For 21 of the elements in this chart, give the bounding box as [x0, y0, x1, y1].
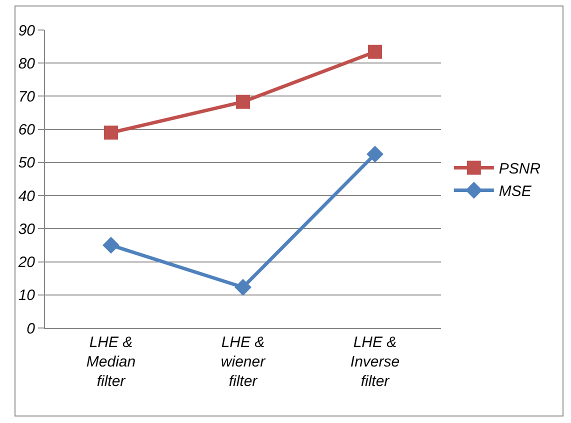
y-tick-label: 50	[18, 154, 36, 172]
y-tick-label: 0	[26, 320, 36, 338]
legend-label: MSE	[498, 183, 532, 200]
point	[368, 44, 382, 59]
point	[236, 94, 250, 109]
x-tick-label: LHE & Median filter	[86, 334, 136, 390]
y-tick-label: 60	[18, 122, 36, 139]
x-tick-label: LHE & Inverse filter	[350, 334, 400, 390]
x-tick-label: LHE & wiener filter	[220, 334, 266, 390]
point	[234, 278, 252, 296]
y-tick-label: 20	[17, 254, 36, 272]
y-tick-label: 80	[18, 55, 36, 72]
y-tick-label: 30	[18, 220, 36, 238]
y-tick-label: 70	[18, 88, 36, 106]
point	[104, 126, 118, 140]
y-tick-label: 40	[18, 188, 36, 205]
y-tick-label: 10	[18, 287, 36, 304]
point	[102, 236, 120, 254]
point	[366, 146, 384, 163]
y-tick-label: 90	[18, 22, 36, 40]
legend-label: PSNR	[498, 160, 541, 178]
